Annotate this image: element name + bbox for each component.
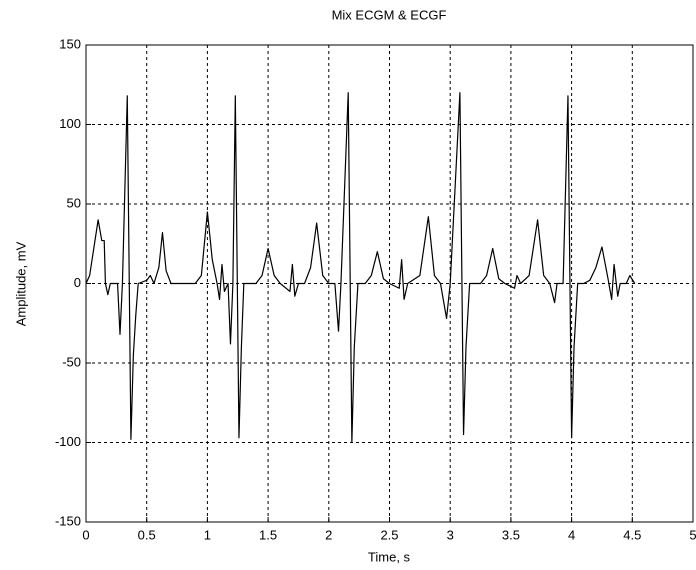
chart-title: Mix ECGM & ECGF — [332, 7, 447, 22]
x-tick-label: 4.5 — [623, 527, 641, 542]
x-tick-label: 5 — [689, 527, 696, 542]
y-tick-label: 0 — [74, 275, 81, 290]
x-tick-label: 4 — [568, 527, 575, 542]
data-line — [85, 92, 636, 444]
x-tick-label: 0.5 — [138, 527, 156, 542]
y-tick-label: -50 — [62, 354, 81, 369]
x-axis-label: Time, s — [368, 549, 411, 564]
x-tick-label: 0 — [82, 527, 89, 542]
x-tick-label: 3.5 — [502, 527, 520, 542]
x-tick-label: 3 — [447, 527, 454, 542]
y-tick-label: -150 — [55, 513, 81, 528]
x-tick-label: 2 — [325, 527, 332, 542]
y-tick-label: 150 — [59, 36, 81, 51]
y-tick-label: 100 — [59, 116, 81, 131]
y-tick-label: -100 — [55, 434, 81, 449]
x-tick-label: 1.5 — [259, 527, 277, 542]
y-tick-label: 50 — [67, 195, 81, 210]
x-tick-label: 1 — [204, 527, 211, 542]
x-tick-label: 2.5 — [380, 527, 398, 542]
y-axis-label: Amplitude, mV — [13, 241, 28, 326]
